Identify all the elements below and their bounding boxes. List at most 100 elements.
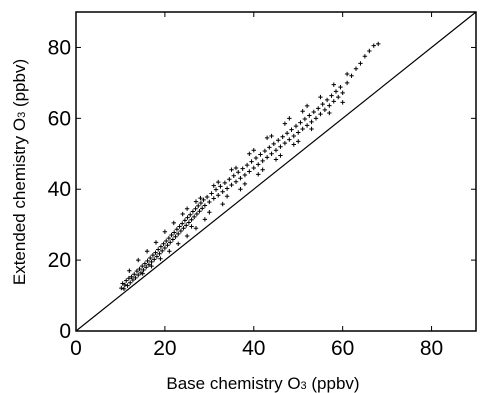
data-point — [358, 61, 363, 66]
x-axis-ticks: 0 20 40 60 80 — [70, 12, 443, 360]
data-point — [253, 155, 259, 161]
data-point — [158, 256, 163, 261]
data-point — [216, 193, 221, 198]
data-point — [142, 261, 148, 266]
data-point — [247, 151, 252, 156]
data-point — [304, 123, 310, 128]
data-point — [180, 221, 185, 226]
data-point — [189, 224, 194, 229]
data-point — [251, 148, 256, 153]
data-point — [287, 116, 292, 121]
data-point — [240, 166, 245, 171]
data-point — [184, 233, 190, 239]
data-point — [238, 176, 243, 181]
data-point — [344, 80, 350, 86]
data-point — [216, 179, 221, 185]
data-point — [172, 230, 177, 235]
data-point — [168, 240, 173, 245]
y-tick-label: 0 — [59, 320, 71, 343]
data-point — [150, 252, 156, 258]
data-point — [271, 141, 276, 147]
data-point — [307, 113, 312, 118]
data-point — [207, 199, 212, 205]
data-point — [190, 209, 196, 214]
data-point — [327, 103, 332, 108]
data-point — [322, 107, 328, 113]
data-point — [333, 89, 339, 94]
data-point — [197, 208, 202, 214]
data-point — [296, 130, 301, 135]
data-point — [287, 137, 292, 142]
data-point — [149, 263, 154, 269]
data-point — [173, 234, 178, 239]
data-point — [278, 153, 283, 158]
data-point — [284, 131, 290, 136]
data-point — [146, 262, 152, 267]
x-axis-label: Base chemistry O3 (ppbv) — [166, 374, 359, 393]
data-point — [264, 135, 270, 141]
data-point — [189, 217, 194, 222]
data-point — [289, 127, 294, 132]
data-point — [162, 245, 168, 251]
data-point — [148, 255, 153, 261]
x-tick-label: 80 — [420, 337, 443, 360]
y-axis-label: Extended chemistry O3 (ppbv) — [10, 59, 29, 285]
data-point — [204, 194, 210, 200]
data-point — [156, 247, 161, 252]
y-tick-label: 20 — [48, 249, 71, 272]
data-point — [202, 217, 208, 222]
data-point — [145, 258, 150, 264]
data-point — [170, 237, 176, 242]
data-point — [278, 144, 283, 149]
data-point — [193, 206, 198, 211]
data-point — [194, 211, 200, 217]
data-point — [158, 244, 164, 249]
data-point — [171, 220, 176, 226]
data-point — [213, 187, 219, 192]
data-point — [256, 162, 261, 167]
data-point — [331, 99, 336, 104]
data-point — [371, 43, 376, 48]
data-point — [144, 265, 149, 270]
data-point — [233, 179, 239, 184]
plot-area: 0 20 40 60 80 0 20 40 60 80 — [48, 11, 477, 360]
data-point — [273, 148, 279, 153]
data-point — [153, 240, 159, 245]
data-point — [130, 277, 136, 283]
data-point — [177, 224, 182, 229]
data-point — [164, 238, 169, 244]
data-point — [242, 172, 248, 178]
data-point — [242, 181, 248, 187]
data-point — [247, 169, 252, 174]
data-point — [329, 93, 334, 98]
data-point — [264, 155, 270, 160]
data-point — [309, 119, 314, 125]
data-point — [119, 285, 124, 291]
data-point — [182, 218, 188, 223]
data-point — [229, 182, 234, 188]
data-point — [121, 286, 127, 292]
data-point — [162, 229, 168, 234]
data-point — [236, 170, 241, 175]
data-point — [125, 283, 130, 288]
data-point — [222, 180, 228, 186]
data-point — [140, 263, 145, 269]
data-point — [207, 210, 212, 215]
data-point — [269, 151, 274, 156]
data-point — [166, 235, 172, 241]
data-points — [119, 41, 381, 292]
data-point — [181, 226, 186, 231]
data-point — [128, 280, 133, 285]
data-point — [202, 203, 208, 208]
data-point — [201, 197, 206, 203]
data-point — [178, 228, 184, 234]
data-point — [309, 126, 314, 132]
data-point — [251, 165, 256, 171]
data-point — [169, 232, 174, 238]
data-point — [224, 194, 230, 199]
data-point — [144, 249, 150, 254]
data-point — [349, 73, 354, 78]
data-point — [184, 206, 190, 211]
data-point — [141, 267, 146, 273]
data-point — [262, 148, 268, 154]
